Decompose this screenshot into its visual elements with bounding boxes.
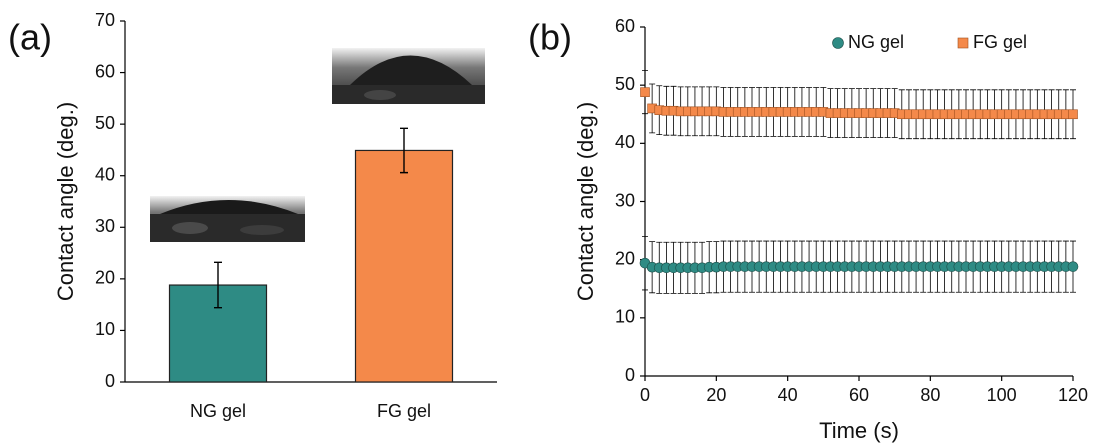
droplet-image-fg <box>332 48 485 104</box>
y-tick-label: 30 <box>615 190 635 210</box>
legend-label: NG gel <box>848 32 904 52</box>
y-tick-label: 20 <box>95 268 115 288</box>
error-bar <box>400 127 408 174</box>
y-tick-label: 70 <box>95 10 115 30</box>
y-tick-label: 60 <box>95 61 115 81</box>
y-tick-label: 50 <box>615 74 635 94</box>
marker <box>1068 109 1078 120</box>
y-tick-label: 0 <box>105 371 115 391</box>
x-tick-label: 120 <box>1058 385 1088 405</box>
x-tick-label: 40 <box>778 385 798 405</box>
marker <box>1067 261 1079 272</box>
y-tick-label: 60 <box>615 16 635 36</box>
x-tick-label: 20 <box>706 385 726 405</box>
y-tick-label: 30 <box>95 216 115 236</box>
x-tick-label: 60 <box>849 385 869 405</box>
droplet-image-ng <box>150 196 305 242</box>
y-tick-label: 0 <box>625 365 635 385</box>
x-tick-label: 0 <box>640 385 650 405</box>
legend-label: FG gel <box>973 32 1027 52</box>
y-tick-label: 40 <box>95 164 115 184</box>
bar <box>354 149 454 383</box>
panel-label: (b) <box>528 17 572 58</box>
legend-marker <box>832 37 844 49</box>
x-tick-label: 80 <box>920 385 940 405</box>
y-tick-label: 10 <box>95 319 115 339</box>
y-axis-label: Contact angle (deg.) <box>53 102 78 301</box>
x-tick-label: 100 <box>987 385 1017 405</box>
y-tick-label: 20 <box>615 248 635 268</box>
y-tick-label: 10 <box>615 307 635 327</box>
y-axis-label: Contact angle (deg.) <box>573 102 598 301</box>
y-tick-label: 40 <box>615 132 635 152</box>
panel-label: (a) <box>8 17 52 58</box>
x-tick-label: FG gel <box>377 401 431 421</box>
legend-marker <box>957 37 969 49</box>
y-tick-label: 50 <box>95 113 115 133</box>
error-bar <box>214 261 222 309</box>
marker <box>640 87 650 97</box>
x-tick-label: NG gel <box>190 401 246 421</box>
x-axis-label: Time (s) <box>819 418 899 443</box>
